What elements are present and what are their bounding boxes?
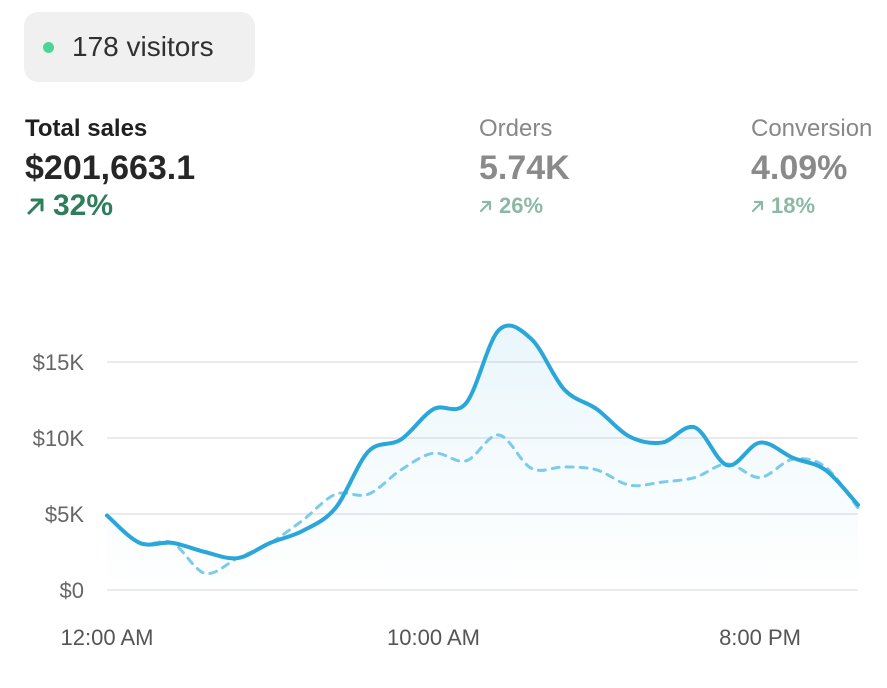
- arrow-up-right-icon: [751, 200, 764, 213]
- metric-change-value: 26%: [499, 193, 544, 218]
- metric-orders[interactable]: Orders 5.74K 26%: [479, 115, 570, 221]
- live-status-dot: [43, 41, 54, 53]
- y-tick-label: $5K: [45, 502, 84, 527]
- live-visitors-pill: 178 visitors: [24, 12, 255, 82]
- metric-change: 26%: [479, 191, 570, 221]
- metric-change-value: 32%: [53, 189, 114, 222]
- series-area: [107, 325, 858, 590]
- visitors-count: 178 visitors: [72, 31, 214, 62]
- metric-change-value: 18%: [771, 193, 816, 218]
- metric-value: $201,663.1: [25, 149, 196, 187]
- y-tick-label: $10K: [33, 426, 85, 451]
- metric-conversion[interactable]: Conversion 4.09% 18%: [751, 115, 872, 221]
- metric-change: 18%: [751, 191, 872, 221]
- metric-total-sales[interactable]: Total sales $201,663.1 32%: [25, 115, 195, 221]
- metric-change: 32%: [25, 191, 195, 221]
- metric-value: 4.09%: [751, 149, 848, 187]
- metric-title: Conversion: [751, 115, 873, 142]
- series-line-total-sales: [105, 323, 860, 561]
- metric-title: Total sales: [25, 115, 148, 142]
- y-tick-label: $0: [60, 578, 84, 603]
- y-tick-label: $15K: [33, 350, 85, 375]
- metric-title: Orders: [479, 115, 553, 142]
- x-tick-label: 10:00 AM: [387, 625, 480, 650]
- arrow-up-right-icon: [479, 200, 492, 213]
- x-tick-label: 12:00 AM: [61, 625, 154, 650]
- arrow-up-right-icon: [27, 198, 44, 215]
- sales-line-chart: $0 $5K $10K $15K 12:00 AM 10:00 AM 8:00 PM: [33, 323, 860, 650]
- metric-value: 5.74K: [479, 149, 570, 187]
- x-tick-label: 8:00 PM: [719, 625, 801, 650]
